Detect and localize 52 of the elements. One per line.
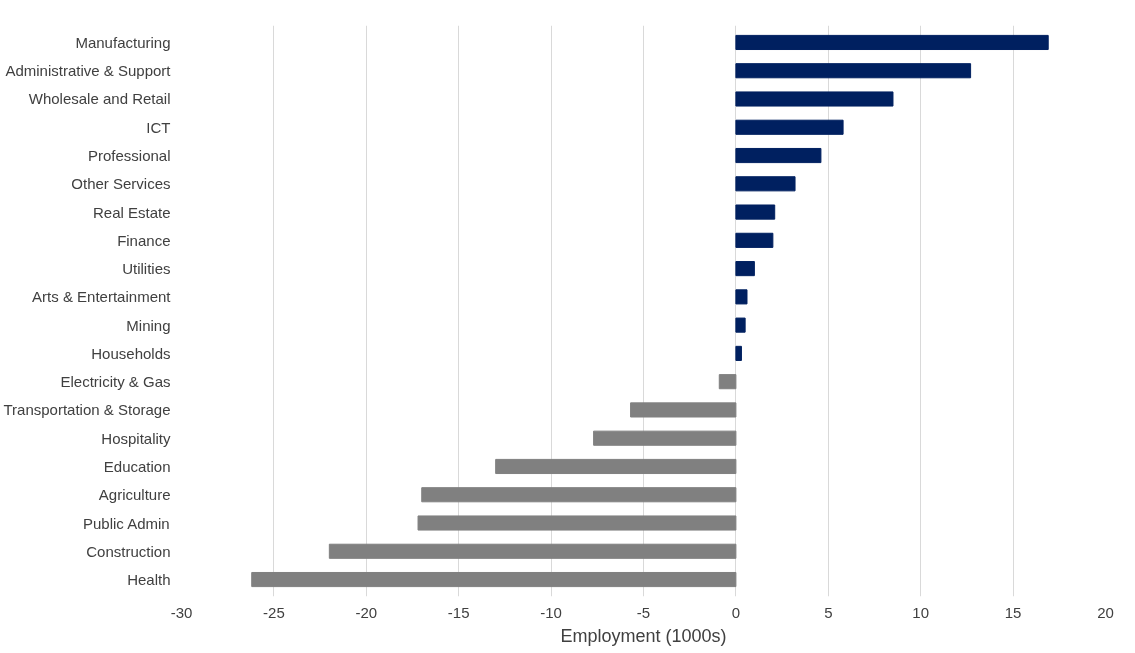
bar bbox=[630, 402, 737, 418]
y-tick-label: Households bbox=[91, 344, 171, 362]
y-tick-label: Agriculture bbox=[98, 486, 171, 504]
y-tick-label: Wholesale and Retail bbox=[28, 90, 171, 108]
x-tick-label: -5 bbox=[636, 603, 651, 621]
y-tick-label: Hospitality bbox=[101, 429, 171, 447]
bar bbox=[421, 487, 737, 503]
bar bbox=[735, 261, 755, 277]
bar bbox=[735, 147, 822, 164]
x-tick-label: -20 bbox=[355, 603, 378, 621]
y-tick-label: Finance bbox=[117, 231, 171, 249]
x-tick-label: -10 bbox=[540, 603, 562, 621]
bar bbox=[495, 458, 737, 475]
y-tick-label: Administrative & Support bbox=[5, 62, 172, 80]
bar bbox=[417, 515, 737, 531]
y-tick-label: Transportation & Storage bbox=[3, 401, 171, 419]
y-tick-label: Health bbox=[127, 571, 171, 589]
bar bbox=[735, 204, 776, 220]
y-tick-label: Mining bbox=[126, 316, 171, 334]
bar bbox=[735, 176, 796, 192]
bar bbox=[735, 119, 844, 135]
bar bbox=[593, 430, 737, 446]
bar bbox=[735, 63, 972, 79]
bar bbox=[328, 543, 737, 559]
x-tick-label: 15 bbox=[1004, 603, 1022, 621]
y-tick-label: Manufacturing bbox=[75, 33, 171, 51]
bar bbox=[735, 91, 894, 107]
bar bbox=[718, 374, 737, 390]
y-tick-label: Other Services bbox=[71, 175, 171, 193]
bar bbox=[735, 317, 746, 333]
x-tick-label: 20 bbox=[1097, 603, 1114, 621]
x-tick-label: 10 bbox=[912, 603, 930, 621]
x-tick-label: -15 bbox=[447, 603, 470, 621]
bar bbox=[735, 345, 742, 361]
y-tick-label: Real Estate bbox=[92, 203, 171, 221]
x-tick-label: 0 bbox=[731, 603, 741, 621]
x-axis-title: Employment (1000s) bbox=[560, 625, 727, 646]
x-tick-label: -25 bbox=[263, 603, 285, 621]
x-tick-label: 5 bbox=[824, 603, 833, 621]
y-tick-label: Utilities bbox=[122, 260, 171, 278]
bar bbox=[735, 289, 748, 305]
y-tick-label: Public Admin bbox=[82, 514, 170, 532]
y-tick-label: ICT bbox=[146, 118, 171, 136]
x-tick-label: -30 bbox=[170, 603, 193, 621]
y-tick-label: Arts & Entertainment bbox=[32, 288, 172, 306]
bar bbox=[735, 232, 774, 248]
y-tick-label: Construction bbox=[86, 542, 171, 560]
y-tick-label: Electricity & Gas bbox=[60, 373, 171, 391]
bar bbox=[735, 34, 1049, 51]
bar bbox=[251, 571, 737, 588]
y-tick-label: Professional bbox=[87, 147, 171, 165]
y-tick-label: Education bbox=[103, 457, 171, 475]
